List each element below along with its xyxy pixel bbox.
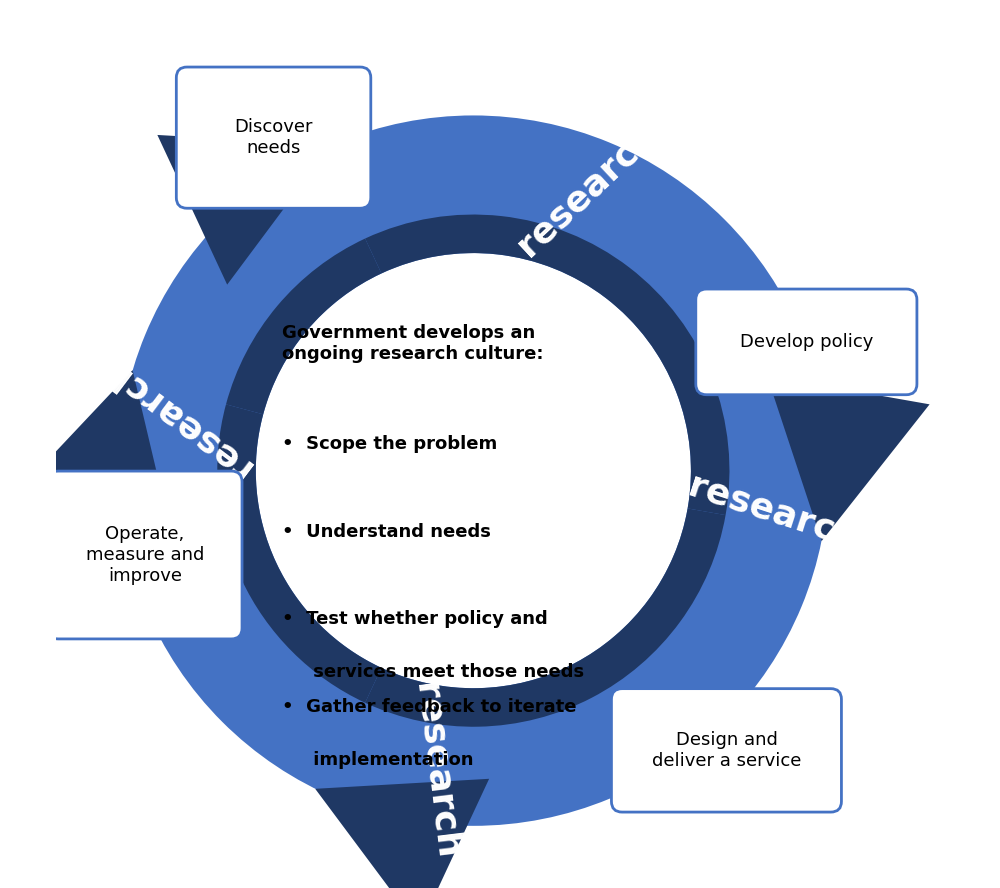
Text: •  Gather feedback to iterate: • Gather feedback to iterate: [282, 698, 577, 716]
Polygon shape: [157, 135, 331, 285]
Text: •  Scope the problem: • Scope the problem: [282, 435, 498, 453]
Polygon shape: [13, 370, 173, 540]
FancyBboxPatch shape: [48, 471, 242, 639]
Text: Discover
needs: Discover needs: [234, 118, 313, 157]
FancyBboxPatch shape: [611, 689, 841, 812]
Polygon shape: [315, 779, 489, 888]
Wedge shape: [365, 509, 726, 726]
Text: implementation: implementation: [282, 751, 474, 769]
Wedge shape: [217, 404, 381, 702]
FancyBboxPatch shape: [176, 67, 371, 209]
Text: research: research: [684, 469, 863, 557]
Text: Design and
deliver a service: Design and deliver a service: [652, 731, 801, 770]
Wedge shape: [118, 115, 829, 826]
Wedge shape: [226, 239, 381, 415]
Text: •  Understand needs: • Understand needs: [282, 523, 491, 541]
Text: Operate,
measure and
improve: Operate, measure and improve: [86, 525, 204, 585]
Text: research: research: [409, 681, 464, 861]
Polygon shape: [767, 376, 930, 541]
Text: •  Test whether policy and: • Test whether policy and: [282, 610, 548, 629]
Text: research: research: [510, 116, 663, 263]
Text: research: research: [94, 351, 256, 485]
Text: services meet those needs: services meet those needs: [282, 663, 585, 681]
FancyBboxPatch shape: [696, 289, 917, 394]
Text: Government develops an
ongoing research culture:: Government develops an ongoing research …: [282, 324, 544, 363]
Text: Develop policy: Develop policy: [740, 333, 873, 351]
Wedge shape: [365, 215, 729, 515]
